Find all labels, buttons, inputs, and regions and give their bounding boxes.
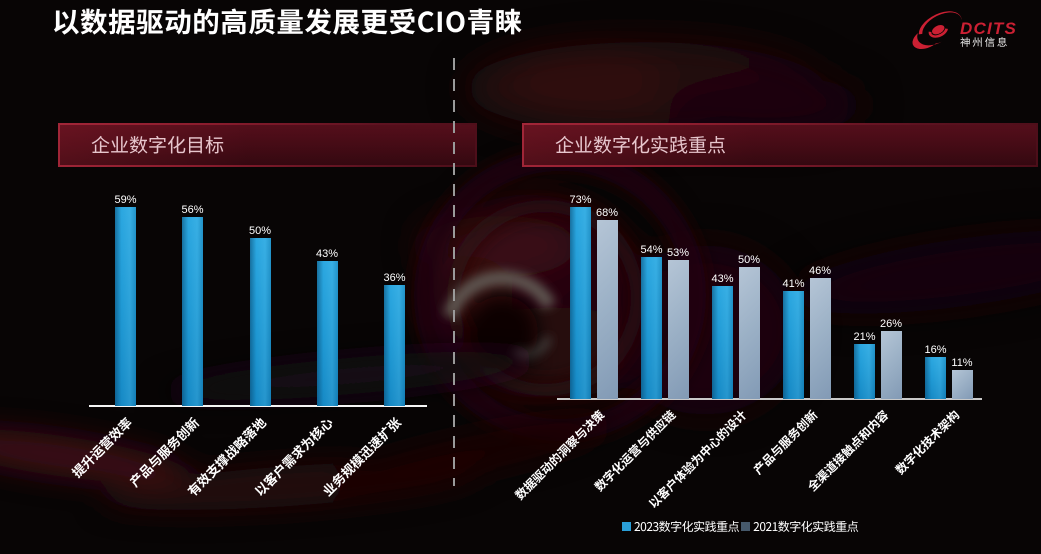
- svg-text:DCITS: DCITS: [960, 19, 1017, 38]
- svg-text:神州信息: 神州信息: [960, 35, 1009, 50]
